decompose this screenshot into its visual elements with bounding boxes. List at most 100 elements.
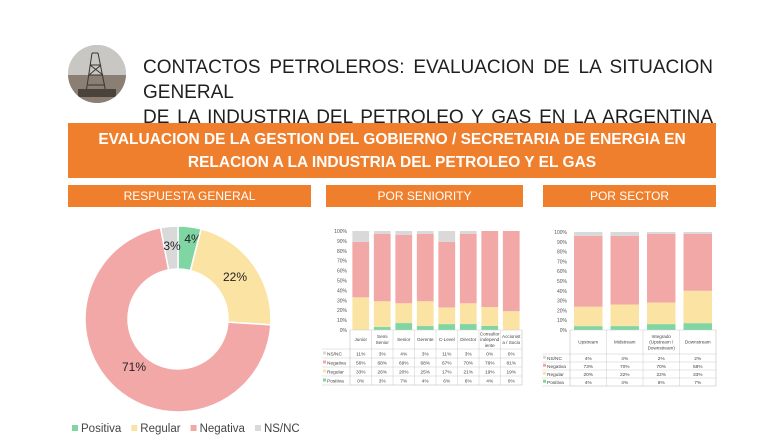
y-tick-label: 10%	[337, 318, 348, 324]
table-cell-value: 17%	[442, 369, 452, 375]
donut-slice-nsnc	[159, 225, 179, 271]
category-label: Midstream	[614, 340, 636, 345]
bar-segment-positiva	[395, 323, 413, 330]
bar-segment-negativa	[373, 233, 391, 302]
bar-segment-negativa	[459, 233, 477, 304]
category-label: Director	[460, 337, 477, 342]
table-row-marker	[543, 363, 546, 367]
table-cell-value: 3%	[422, 351, 430, 357]
general-header: RESPUESTA GENERAL	[68, 185, 311, 207]
table-cell-value: 2%	[658, 356, 666, 362]
y-tick-label: 10%	[557, 318, 568, 324]
table-row-marker	[323, 378, 326, 382]
table-cell-value: 3%	[465, 351, 473, 357]
category-label: C-Level	[439, 337, 455, 342]
y-tick-label: 30%	[557, 299, 568, 305]
category-label: Downstream)	[648, 345, 676, 350]
y-tick-label: 90%	[557, 240, 568, 246]
table-cell-value: 68%	[377, 360, 387, 366]
bar-segment-nsnc	[574, 232, 603, 236]
bar-segment-regular	[438, 307, 456, 325]
table-cell-value: 6%	[658, 380, 666, 386]
table-cell-value: 26%	[377, 369, 387, 375]
table-cell-value: 21%	[463, 369, 473, 375]
y-tick-label: 40%	[557, 289, 568, 295]
y-tick-label: 40%	[337, 288, 348, 294]
table-cell-value: 2%	[694, 356, 702, 362]
category-label: a / Socio	[502, 340, 520, 345]
table-cell-value: 19%	[485, 369, 495, 375]
table-cell-value: 3%	[379, 351, 387, 357]
y-tick-label: 90%	[337, 239, 348, 245]
bar-segment-positiva	[574, 326, 603, 330]
table-row-label: Regular	[547, 372, 564, 378]
y-tick-label: 0%	[340, 328, 348, 334]
bar-segment-nsnc	[459, 231, 477, 234]
table-cell-value: 33%	[356, 369, 366, 375]
bar-segment-negativa	[574, 235, 603, 307]
table-cell-value: 3%	[379, 378, 387, 384]
category-label: Junior	[354, 337, 367, 342]
legend-label: Positiva	[81, 423, 122, 435]
category-label: Gerente	[417, 337, 434, 342]
bar-segment-negativa	[683, 233, 712, 291]
bar-segment-positiva	[373, 327, 391, 330]
bar-segment-regular	[395, 303, 413, 324]
bar-segment-negativa	[395, 234, 413, 304]
table-cell-value: 20%	[583, 372, 593, 378]
table-cell-value: 4%	[486, 378, 494, 384]
table-cell-value: 4%	[422, 378, 430, 384]
sector-header: POR SECTOR	[543, 185, 716, 207]
legend-marker	[131, 425, 138, 431]
category-label: Accionist	[502, 334, 521, 339]
table-cell-value: 4%	[621, 380, 629, 386]
y-tick-label: 100%	[554, 230, 567, 236]
y-tick-label: 20%	[557, 308, 568, 314]
category-label: Upstream	[578, 340, 598, 345]
y-tick-label: 70%	[337, 259, 348, 265]
bar-segment-regular	[352, 297, 370, 330]
donut-slice-negativa	[84, 226, 272, 413]
table-cell-value: 58%	[693, 364, 703, 370]
y-tick-label: 70%	[557, 259, 568, 265]
table-cell-value: 4%	[585, 356, 593, 362]
table-cell-value: 22%	[620, 372, 630, 378]
donut-data-label: 71%	[122, 360, 146, 374]
y-tick-label: 20%	[337, 308, 348, 314]
bar-segment-negativa	[481, 231, 499, 307]
bar-segment-positiva	[416, 326, 434, 330]
category-label: Senior	[376, 340, 390, 345]
bar-segment-nsnc	[438, 231, 456, 242]
table-cell-value: 67%	[442, 360, 452, 366]
bar-segment-regular	[502, 311, 520, 330]
banner-line-2: RELACION A LA INDUSTRIA DEL PETROLEO Y E…	[187, 154, 597, 171]
category-label: Semi	[377, 334, 387, 339]
table-cell-value: 56%	[356, 360, 366, 366]
bar-segment-regular	[683, 290, 712, 324]
table-cell-value: 73%	[583, 364, 593, 370]
bar-segment-negativa	[610, 235, 639, 305]
table-cell-value: 4%	[400, 351, 408, 357]
table-cell-value: 25%	[420, 369, 430, 375]
seniority-header: POR SENIORITY	[326, 185, 523, 207]
bar-segment-positiva	[610, 326, 639, 330]
legend-label: NS/NC	[264, 423, 300, 435]
bar-segment-nsnc	[647, 232, 676, 234]
table-row-marker	[543, 379, 546, 383]
category-label: iente	[485, 343, 495, 348]
bar-segment-nsnc	[416, 231, 434, 234]
bar-segment-nsnc	[373, 231, 391, 234]
table-cell-value: 19%	[506, 369, 516, 375]
table-cell-value: 0%	[486, 351, 494, 357]
y-tick-label: 60%	[557, 269, 568, 275]
category-label: Senior	[397, 337, 411, 342]
legend-marker	[190, 425, 197, 431]
bar-segment-negativa	[438, 241, 456, 308]
category-label: Integrado	[652, 334, 672, 339]
table-row-marker	[543, 355, 546, 359]
table-cell-value: 4%	[585, 380, 593, 386]
table-cell-value: 69%	[399, 360, 409, 366]
legend-label: Negativa	[200, 423, 246, 435]
bar-segment-regular	[610, 304, 639, 327]
